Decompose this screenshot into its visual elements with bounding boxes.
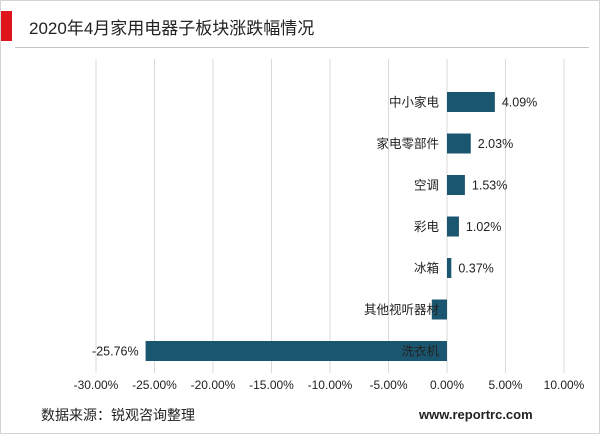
- bar[interactable]: [447, 258, 452, 278]
- data-label: 1.53%: [472, 179, 507, 193]
- x-tick-label: -10.00%: [308, 378, 353, 392]
- category-label: 冰箱: [414, 261, 439, 276]
- bar[interactable]: [447, 175, 465, 195]
- website-link[interactable]: www.reportrc.com: [419, 407, 533, 422]
- data-label: 1.02%: [466, 220, 501, 234]
- category-label: 空调: [414, 179, 439, 193]
- x-tick-label: 10.00%: [544, 378, 585, 392]
- chart-title: 2020年4月家用电器子板块涨跌幅情况: [29, 19, 315, 38]
- category-label: 彩电: [414, 220, 440, 234]
- data-label: 2.03%: [478, 137, 513, 151]
- title-accent-bar: [1, 11, 12, 41]
- bar[interactable]: [447, 133, 471, 154]
- x-tick-label: -25.00%: [132, 378, 177, 392]
- x-tick-label: -20.00%: [191, 378, 236, 392]
- x-tick-label: -15.00%: [249, 378, 294, 392]
- data-label: 0.37%: [458, 262, 493, 276]
- bar[interactable]: [431, 299, 447, 320]
- data-source-note: 数据来源：锐观咨询整理: [41, 407, 195, 423]
- category-label: 其他视听器材: [364, 302, 439, 317]
- x-tick-label: -30.00%: [74, 378, 119, 392]
- title-divider: [15, 47, 589, 48]
- bar[interactable]: [447, 92, 495, 112]
- category-label: 洗衣机: [401, 344, 439, 359]
- bar[interactable]: [145, 341, 447, 361]
- x-tick-label: 0.00%: [430, 378, 464, 392]
- x-tick-label: -5.00%: [369, 378, 407, 392]
- category-label: 中小家电: [389, 95, 440, 110]
- x-tick-label: 5.00%: [488, 378, 522, 392]
- bar[interactable]: [447, 216, 459, 237]
- data-label: -25.76%: [92, 345, 139, 359]
- data-label: 4.09%: [502, 96, 537, 110]
- category-label: 家电零部件: [376, 136, 439, 151]
